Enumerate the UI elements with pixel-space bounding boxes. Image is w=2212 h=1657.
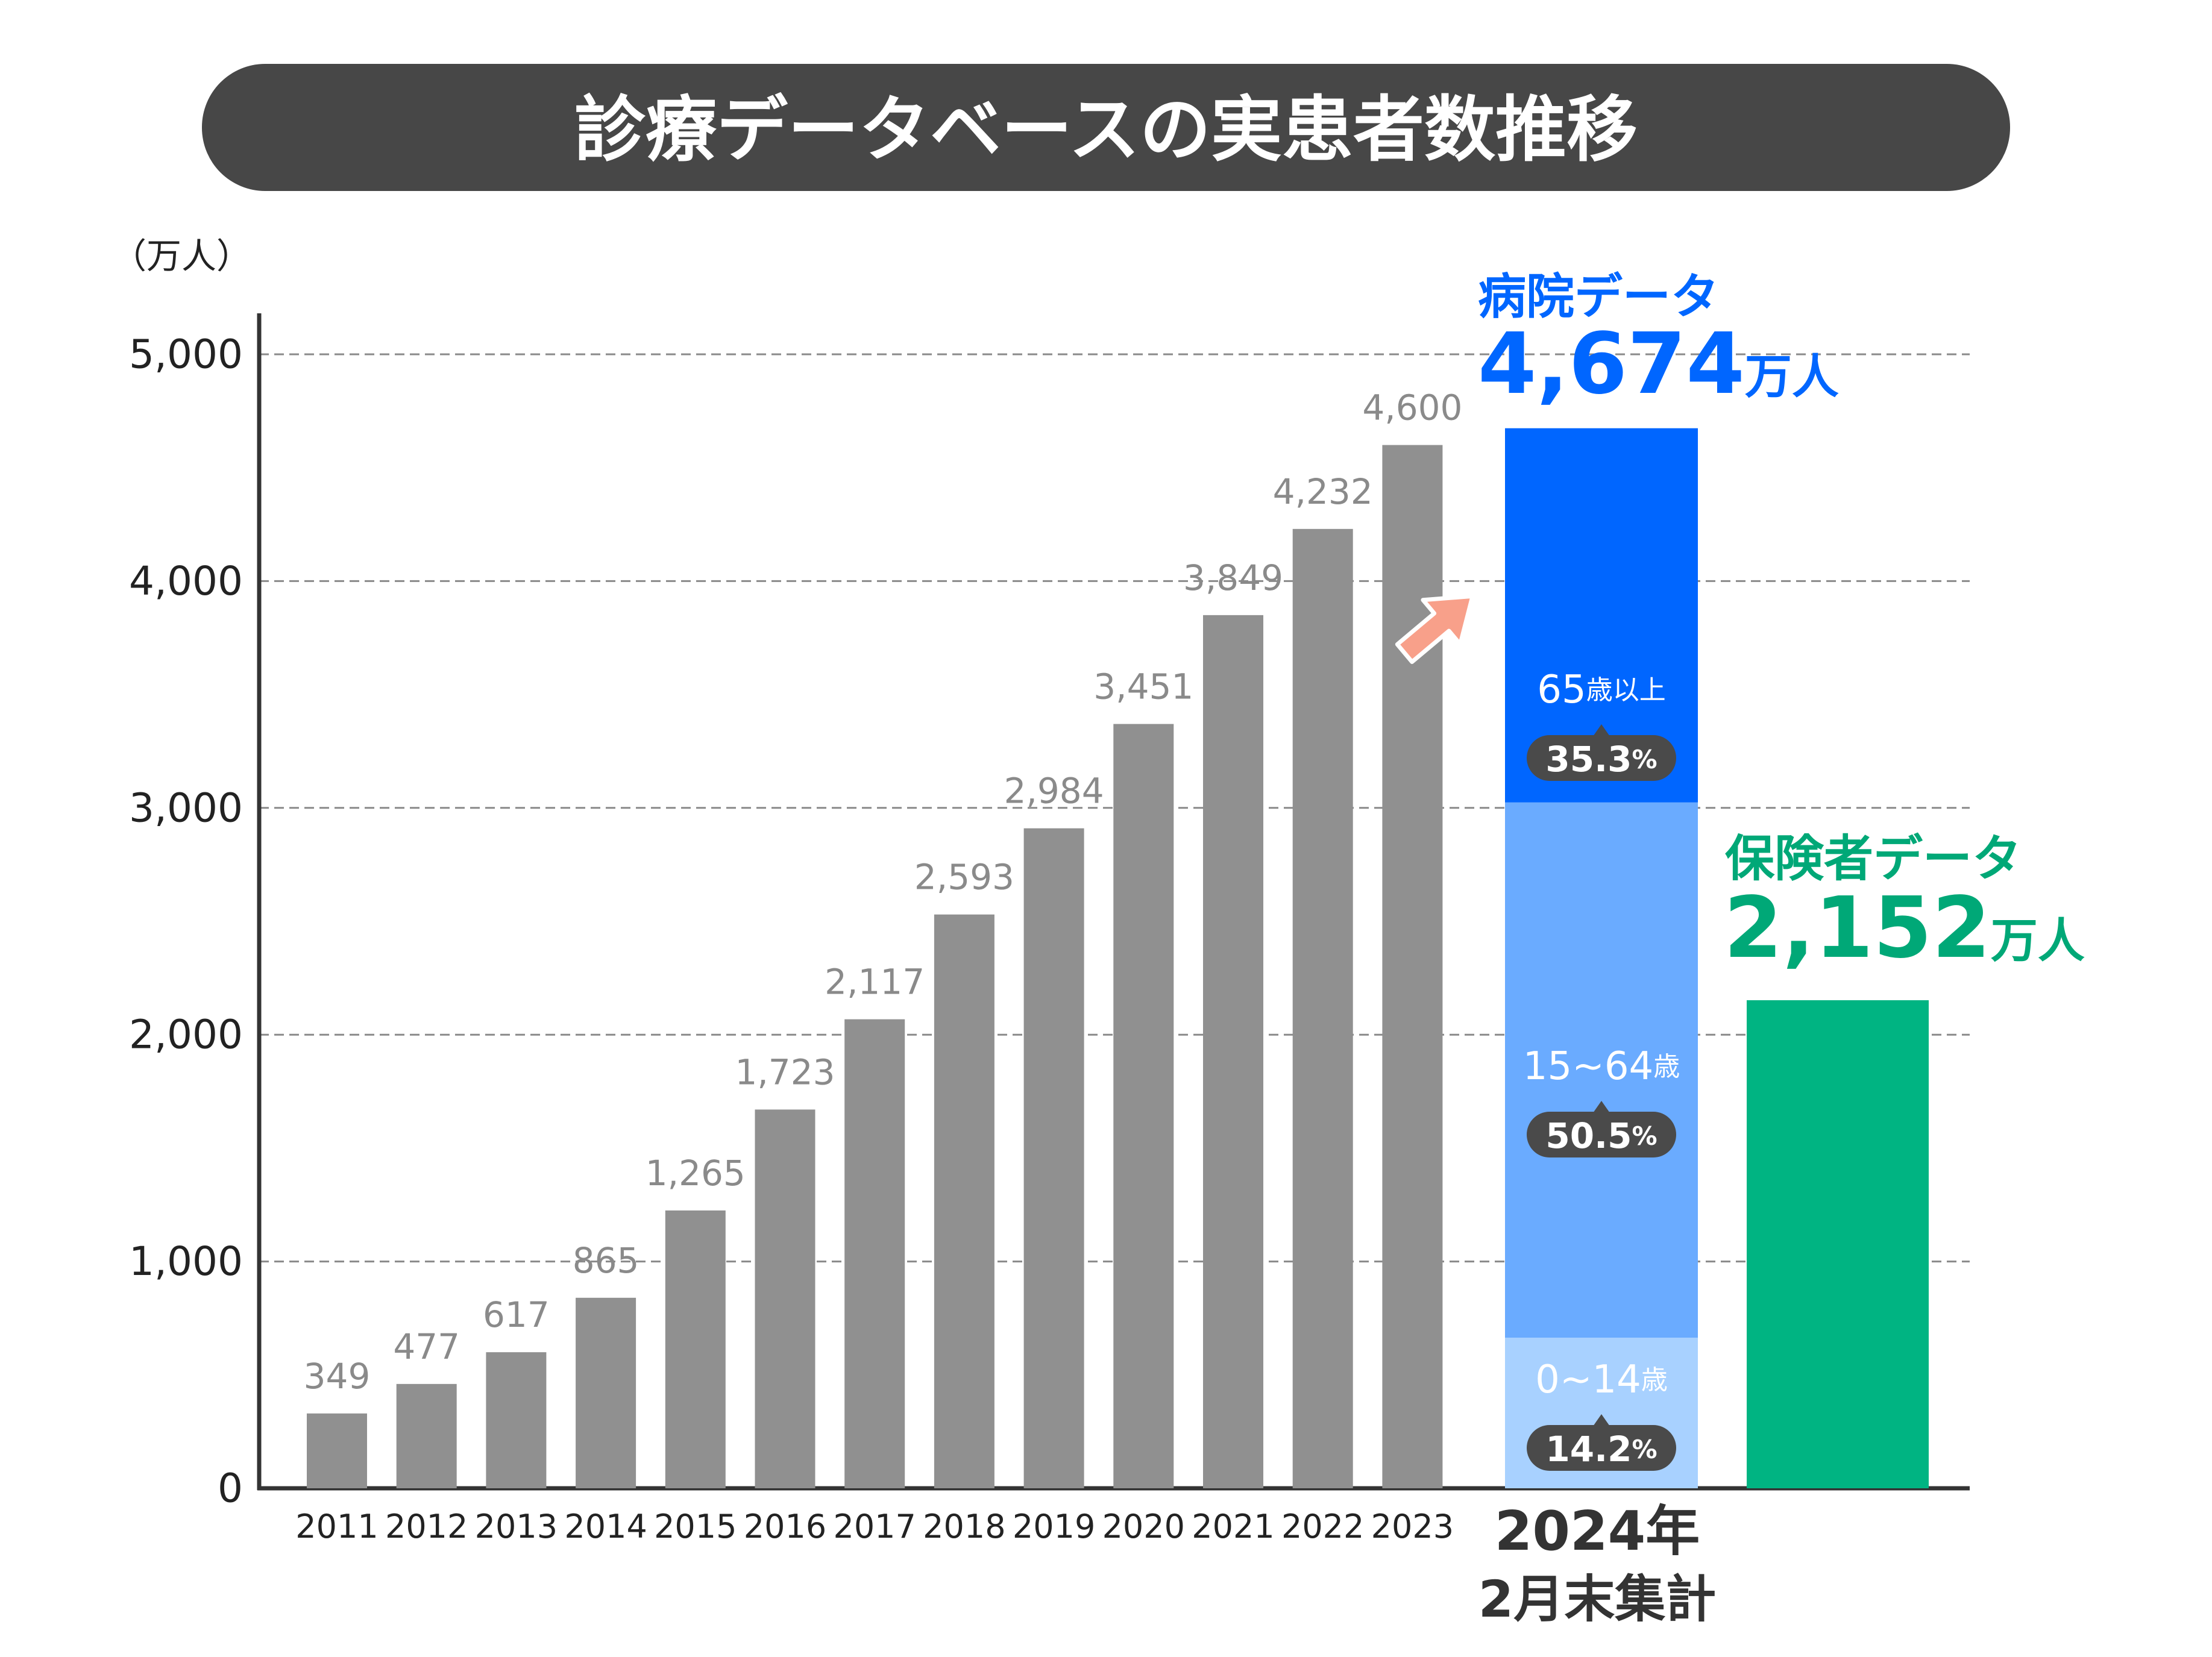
bar-2020	[1113, 724, 1174, 1488]
percent-label: 35.3%	[1545, 739, 1657, 780]
age-group-label: 0~14歳	[1535, 1358, 1668, 1402]
x-tick-label: 2015	[654, 1508, 737, 1546]
x-tick-label: 2013	[475, 1508, 558, 1546]
y-tick-label: 5,000	[129, 331, 243, 378]
x-tick-label: 2017	[833, 1508, 916, 1546]
bar-value-label: 2,593	[914, 857, 1014, 898]
bar-value-label: 617	[483, 1294, 550, 1335]
x-tick-label: 2012	[385, 1508, 468, 1546]
y-axis-unit-label: （万人）	[112, 236, 251, 277]
bar-2012	[396, 1383, 457, 1488]
age-group-label: 65歳以上	[1537, 668, 1665, 712]
bar-value-label: 1,723	[735, 1051, 835, 1092]
x-tick-label: 2023	[1371, 1508, 1454, 1546]
bar-2019	[1023, 828, 1084, 1488]
bar-value-label: 1,265	[646, 1153, 746, 1194]
x-tick-label: 2019	[1013, 1508, 1095, 1546]
bar-2015	[665, 1210, 726, 1488]
percent-badge-pointer	[1593, 1414, 1610, 1426]
bar-value-label: 4,232	[1273, 471, 1373, 512]
percent-badge	[1527, 735, 1676, 781]
x-tick-label: 2020	[1102, 1508, 1185, 1546]
bar-2016	[755, 1109, 815, 1488]
bar-2014	[576, 1297, 636, 1488]
y-tick-label: 4,000	[129, 558, 243, 604]
x-tick-label: 2022	[1281, 1508, 1364, 1546]
bar-2013	[486, 1352, 547, 1488]
percent-label: 50.5%	[1545, 1115, 1657, 1156]
y-tick-label: 3,000	[129, 785, 243, 831]
bar-value-label: 3,451	[1093, 666, 1193, 707]
hospital-total-label: 4,674万人	[1478, 315, 1839, 413]
hospital-xlabel-line1: 2024年	[1495, 1500, 1700, 1563]
y-tick-label: 1,000	[129, 1238, 243, 1285]
bar-2011	[307, 1413, 367, 1488]
hospital-xlabel-line2: 2月末集計	[1478, 1570, 1716, 1629]
growth-arrow-shape	[1395, 594, 1475, 664]
bar-value-label: 4,600	[1362, 387, 1462, 428]
bar-value-label: 2,984	[1004, 771, 1104, 812]
bar-value-label: 3,849	[1183, 557, 1283, 598]
insurer-data-label: 保険者データ	[1725, 830, 2022, 888]
hospital-data-group: 0~14歳 14.2% 15~64歳 50.5% 65歳以上 35.3% 病院データ4,67…	[1478, 269, 1839, 1629]
x-tick-label: 2014	[564, 1508, 647, 1546]
hospital-segment-15-64	[1505, 802, 1698, 1338]
age-group-label: 15~64歳	[1523, 1044, 1680, 1089]
title-banner: 診療データベースの実患者数推移	[202, 64, 2010, 191]
bar-value-label: 349	[304, 1356, 371, 1397]
x-tick-label: 2021	[1192, 1508, 1274, 1546]
percent-label: 14.2%	[1545, 1429, 1657, 1470]
historical-bars: 349 2011 477 2012 617 2013 865 2014 1,265 2015 1,7…	[295, 387, 1462, 1546]
percent-badge-pointer	[1593, 1101, 1610, 1113]
y-tick-label: 2,000	[129, 1012, 243, 1058]
chart-title: 診療データベースの実患者数推移	[574, 88, 1638, 171]
insurer-total-label: 2,152万人	[1724, 879, 2085, 977]
percent-badge	[1527, 1425, 1676, 1471]
bar-value-label: 477	[393, 1326, 460, 1367]
x-tick-label: 2018	[923, 1508, 1005, 1546]
x-tick-label: 2016	[744, 1508, 826, 1546]
title-background	[202, 64, 2010, 191]
growth-arrow-icon	[1395, 594, 1475, 664]
bar-2017	[844, 1019, 905, 1488]
x-tick-label: 2011	[295, 1508, 378, 1546]
percent-badge-pointer	[1593, 724, 1610, 736]
y-tick-label: 0	[218, 1465, 243, 1512]
percent-badge	[1527, 1112, 1676, 1157]
insurer-bar	[1747, 1000, 1929, 1488]
bar-value-label: 865	[573, 1240, 639, 1281]
bar-value-label: 2,117	[825, 962, 925, 1003]
bar-2018	[934, 914, 994, 1488]
bar-2022	[1292, 528, 1353, 1488]
bar-2021	[1203, 615, 1263, 1488]
hospital-data-label: 病院データ	[1478, 269, 1719, 325]
